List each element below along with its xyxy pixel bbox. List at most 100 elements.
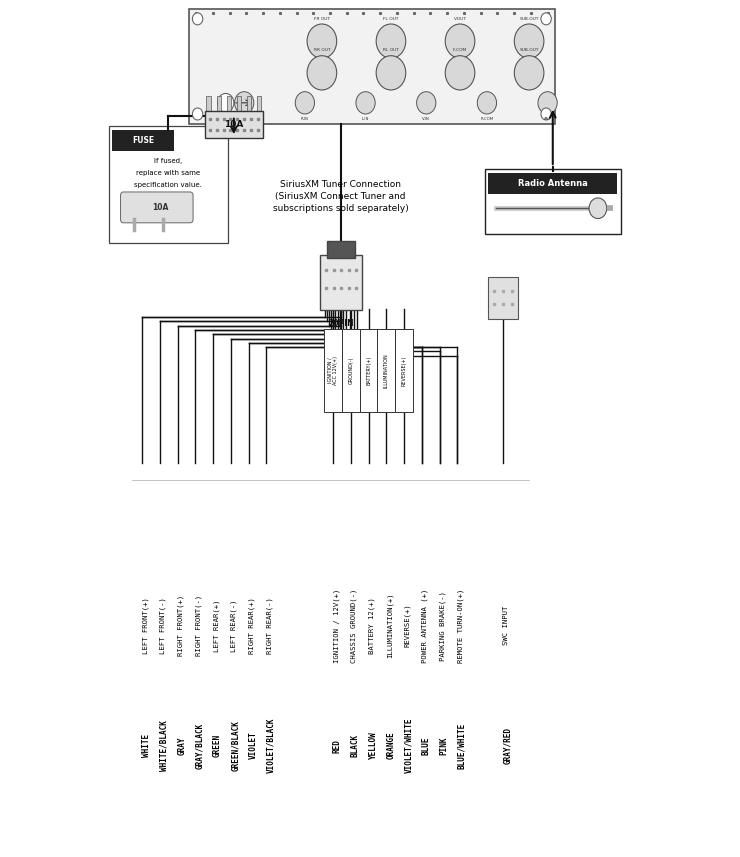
Circle shape xyxy=(541,13,551,25)
Text: REVERSE(+): REVERSE(+) xyxy=(404,603,411,648)
FancyBboxPatch shape xyxy=(342,329,360,412)
Circle shape xyxy=(295,92,314,114)
Text: BATTERY(+): BATTERY(+) xyxy=(366,356,371,386)
Text: LEFT FRONT(+): LEFT FRONT(+) xyxy=(142,597,149,654)
Text: SUB.OUT: SUB.OUT xyxy=(519,48,539,52)
Text: L-IN: L-IN xyxy=(362,117,369,121)
Text: RL OUT: RL OUT xyxy=(383,48,399,52)
Text: VIOLET: VIOLET xyxy=(249,732,258,759)
Text: SWC INPUT: SWC INPUT xyxy=(503,606,509,645)
Circle shape xyxy=(192,108,203,120)
Text: RIGHT FRONT(-): RIGHT FRONT(-) xyxy=(195,595,202,656)
FancyBboxPatch shape xyxy=(488,277,518,319)
Text: RR OUT: RR OUT xyxy=(314,48,330,52)
Circle shape xyxy=(541,108,551,120)
Text: 20PIN: 20PIN xyxy=(329,319,354,328)
Text: REMOTE TURN-ON(+): REMOTE TURN-ON(+) xyxy=(457,589,464,662)
Circle shape xyxy=(376,56,406,90)
Text: GREEN: GREEN xyxy=(213,734,222,757)
Circle shape xyxy=(538,92,557,114)
FancyBboxPatch shape xyxy=(205,111,263,138)
FancyBboxPatch shape xyxy=(360,329,377,412)
Text: Radio Antenna: Radio Antenna xyxy=(518,179,588,188)
FancyBboxPatch shape xyxy=(112,130,174,151)
Text: GRAY/BLACK: GRAY/BLACK xyxy=(195,722,204,769)
Text: RIGHT REAR(+): RIGHT REAR(+) xyxy=(249,597,255,654)
FancyBboxPatch shape xyxy=(488,173,617,194)
Circle shape xyxy=(445,24,475,58)
Text: ANT: ANT xyxy=(544,117,551,121)
FancyBboxPatch shape xyxy=(121,192,193,223)
Text: GREEN/BLACK: GREEN/BLACK xyxy=(231,720,240,771)
Circle shape xyxy=(192,13,203,25)
Text: FR OUT: FR OUT xyxy=(314,16,330,21)
FancyBboxPatch shape xyxy=(189,9,555,124)
Circle shape xyxy=(307,24,337,58)
Text: GRAY/RED: GRAY/RED xyxy=(503,727,512,764)
Text: RED: RED xyxy=(333,739,342,752)
Text: V-IN: V-IN xyxy=(423,117,430,121)
Circle shape xyxy=(376,24,406,58)
Text: SUB.OUT: SUB.OUT xyxy=(519,16,539,21)
FancyBboxPatch shape xyxy=(377,329,395,412)
Circle shape xyxy=(445,56,475,90)
Text: LEFT REAR(-): LEFT REAR(-) xyxy=(231,599,238,652)
Text: VIOLET/WHITE: VIOLET/WHITE xyxy=(404,718,413,773)
FancyBboxPatch shape xyxy=(324,329,342,412)
FancyBboxPatch shape xyxy=(109,126,228,243)
Text: BLACK: BLACK xyxy=(351,734,360,757)
Text: LEFT REAR(+): LEFT REAR(+) xyxy=(213,599,220,652)
Text: ILLUMINATION(+): ILLUMINATION(+) xyxy=(386,593,393,658)
Circle shape xyxy=(514,24,544,58)
Text: WHITE/BLACK: WHITE/BLACK xyxy=(160,720,169,771)
Text: FUSE: FUSE xyxy=(132,136,154,145)
FancyBboxPatch shape xyxy=(226,96,231,111)
Text: VIOLET/BLACK: VIOLET/BLACK xyxy=(266,718,275,773)
Circle shape xyxy=(218,93,234,112)
Text: GROUND(-): GROUND(-) xyxy=(349,357,353,384)
FancyBboxPatch shape xyxy=(217,96,221,111)
Circle shape xyxy=(514,56,544,90)
Text: SiriusXM Tuner Connection
(SiriusXM Connect Tuner and
subscriptions sold separat: SiriusXM Tuner Connection (SiriusXM Conn… xyxy=(272,180,408,213)
Text: CHASSIS GROUND(-): CHASSIS GROUND(-) xyxy=(351,589,357,662)
Text: REVERSE(+): REVERSE(+) xyxy=(402,356,406,386)
Text: BATTERY 12(+): BATTERY 12(+) xyxy=(369,597,375,654)
Text: PINK: PINK xyxy=(440,736,448,755)
Circle shape xyxy=(417,92,436,114)
Text: POWER ANTENNA (+): POWER ANTENNA (+) xyxy=(422,589,428,662)
Text: WHITE: WHITE xyxy=(142,734,151,757)
FancyBboxPatch shape xyxy=(320,255,362,310)
Text: If fused,: If fused, xyxy=(154,158,183,164)
FancyBboxPatch shape xyxy=(485,169,621,234)
Circle shape xyxy=(477,92,497,114)
Circle shape xyxy=(356,92,375,114)
Text: ORANGE: ORANGE xyxy=(386,732,395,759)
Text: FL OUT: FL OUT xyxy=(383,16,399,21)
Text: IGNITION /
ACC 12V(+): IGNITION / ACC 12V(+) xyxy=(328,357,338,385)
Text: specification value.: specification value. xyxy=(135,182,202,188)
Text: PARKING BRAKE(-): PARKING BRAKE(-) xyxy=(440,590,446,661)
Text: ILLUMINATION: ILLUMINATION xyxy=(384,353,388,388)
FancyBboxPatch shape xyxy=(257,96,261,111)
Text: LEFT FRONT(-): LEFT FRONT(-) xyxy=(160,597,166,654)
Text: 20IN: 20IN xyxy=(240,117,249,121)
Text: RIGHT REAR(-): RIGHT REAR(-) xyxy=(266,597,273,654)
Text: IGNITION / 12V(+): IGNITION / 12V(+) xyxy=(333,589,340,662)
Text: R-COM: R-COM xyxy=(480,117,494,121)
Text: V.OUT: V.OUT xyxy=(454,16,466,21)
Text: GRAY: GRAY xyxy=(178,736,186,755)
Text: 10A: 10A xyxy=(224,120,243,129)
FancyBboxPatch shape xyxy=(246,96,251,111)
Text: BLUE: BLUE xyxy=(422,736,431,755)
FancyBboxPatch shape xyxy=(237,96,241,111)
FancyBboxPatch shape xyxy=(327,241,355,258)
Text: YELLOW: YELLOW xyxy=(369,732,377,759)
Text: 10A: 10A xyxy=(152,203,169,212)
FancyBboxPatch shape xyxy=(395,329,413,412)
Text: replace with same: replace with same xyxy=(136,170,201,176)
Text: BLUE/WHITE: BLUE/WHITE xyxy=(457,722,466,769)
Text: R-IN: R-IN xyxy=(301,117,309,121)
Text: F-COM: F-COM xyxy=(453,48,467,52)
FancyBboxPatch shape xyxy=(206,96,211,111)
Circle shape xyxy=(589,198,607,219)
